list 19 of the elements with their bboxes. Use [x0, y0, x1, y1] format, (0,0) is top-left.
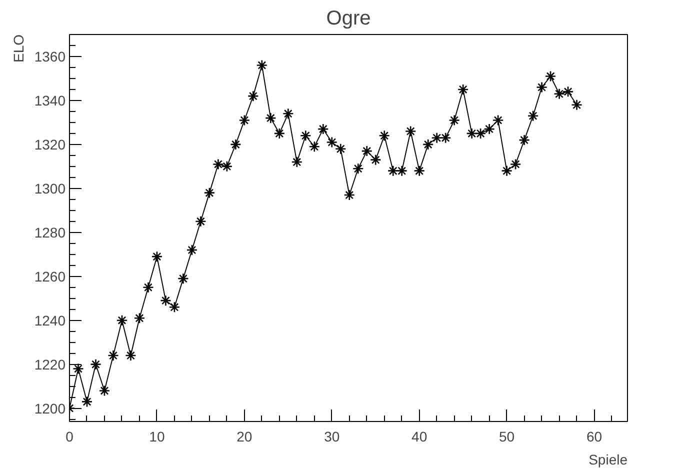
x-tick-label: 20 [236, 428, 252, 444]
y-tick-label: 1300 [34, 180, 66, 196]
y-tick-label: 1240 [34, 312, 66, 328]
y-tick-label: 1220 [34, 356, 66, 372]
chart-title: Ogre [326, 8, 371, 30]
x-axis-title: Spiele [588, 452, 628, 468]
x-tick-label: 0 [66, 428, 74, 444]
x-tick-label: 50 [499, 428, 515, 444]
x-tick-label: 30 [324, 428, 340, 444]
y-tick-label: 1280 [34, 224, 66, 240]
x-tick-label: 40 [412, 428, 428, 444]
x-tick-label: 10 [149, 428, 165, 444]
y-tick-label: 1360 [34, 48, 66, 64]
y-axis-title: ELO [10, 34, 26, 63]
y-tick-label: 1200 [34, 400, 66, 416]
x-tick-label: 60 [586, 428, 602, 444]
y-tick-label: 1320 [34, 136, 66, 152]
y-tick-label: 1260 [34, 268, 66, 284]
y-tick-label: 1340 [34, 92, 66, 108]
